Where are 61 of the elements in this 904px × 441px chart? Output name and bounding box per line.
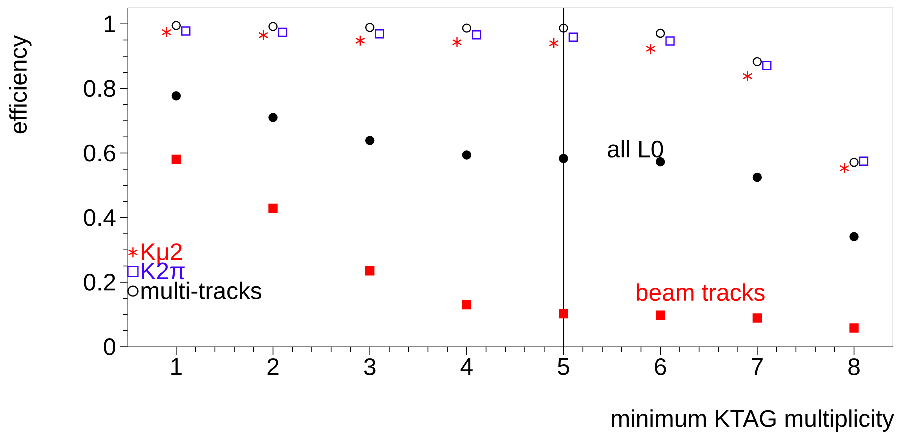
x-tick-label: 6 [655,358,666,376]
point [182,26,191,36]
x-tick-label: 2 [268,358,279,376]
x-tick-label: 1 [172,358,182,375]
point [549,38,560,50]
x-tick-label: 5 [558,358,570,376]
point [258,30,268,42]
point [859,156,869,166]
point [365,136,375,146]
point [762,61,772,70]
legend-label: Kμ2 [142,244,182,265]
point [742,70,753,82]
point [840,162,850,174]
y-tick-label: 0.8 [84,80,116,98]
x-tick-label: 4 [460,358,473,375]
point [559,309,568,319]
point [568,32,578,42]
point [462,150,472,160]
y-tick-label: 0.4 [84,209,116,226]
y-tick-label: 0.2 [84,274,116,291]
point [172,21,182,30]
point [752,172,762,182]
point [752,314,762,323]
point [559,24,568,33]
point [752,57,762,67]
annotation: all L0 [608,140,664,158]
annotation: beam tracks [637,284,765,302]
point [559,154,568,164]
y-axis-title: efficiency [10,35,32,134]
point [268,204,278,214]
point [462,24,472,33]
point [365,266,375,276]
point [375,30,384,39]
legend-label: multi-tracks [142,282,262,300]
point [666,36,675,46]
legend-label: K2π [142,262,185,280]
y-tick-label: 1 [105,16,116,32]
point [656,28,666,38]
point [452,36,462,48]
point [850,324,859,333]
point [365,23,375,32]
point [656,157,666,167]
point [268,113,278,122]
y-tick-label: 0 [104,338,116,356]
point [355,35,366,47]
point [278,28,288,38]
point [172,154,182,164]
point [162,26,172,38]
point [656,310,666,320]
x-tick-label: 7 [752,358,763,375]
point [850,158,859,168]
point [172,92,182,101]
point [268,22,278,32]
point [646,43,656,55]
point [850,232,859,242]
y-tick-label: 0.6 [84,144,116,162]
point [472,30,482,40]
x-tick-label: 8 [848,358,860,376]
x-axis-title: minimum KTAG multiplicity [612,410,894,432]
x-tick-label: 3 [364,358,376,376]
point [462,300,472,310]
